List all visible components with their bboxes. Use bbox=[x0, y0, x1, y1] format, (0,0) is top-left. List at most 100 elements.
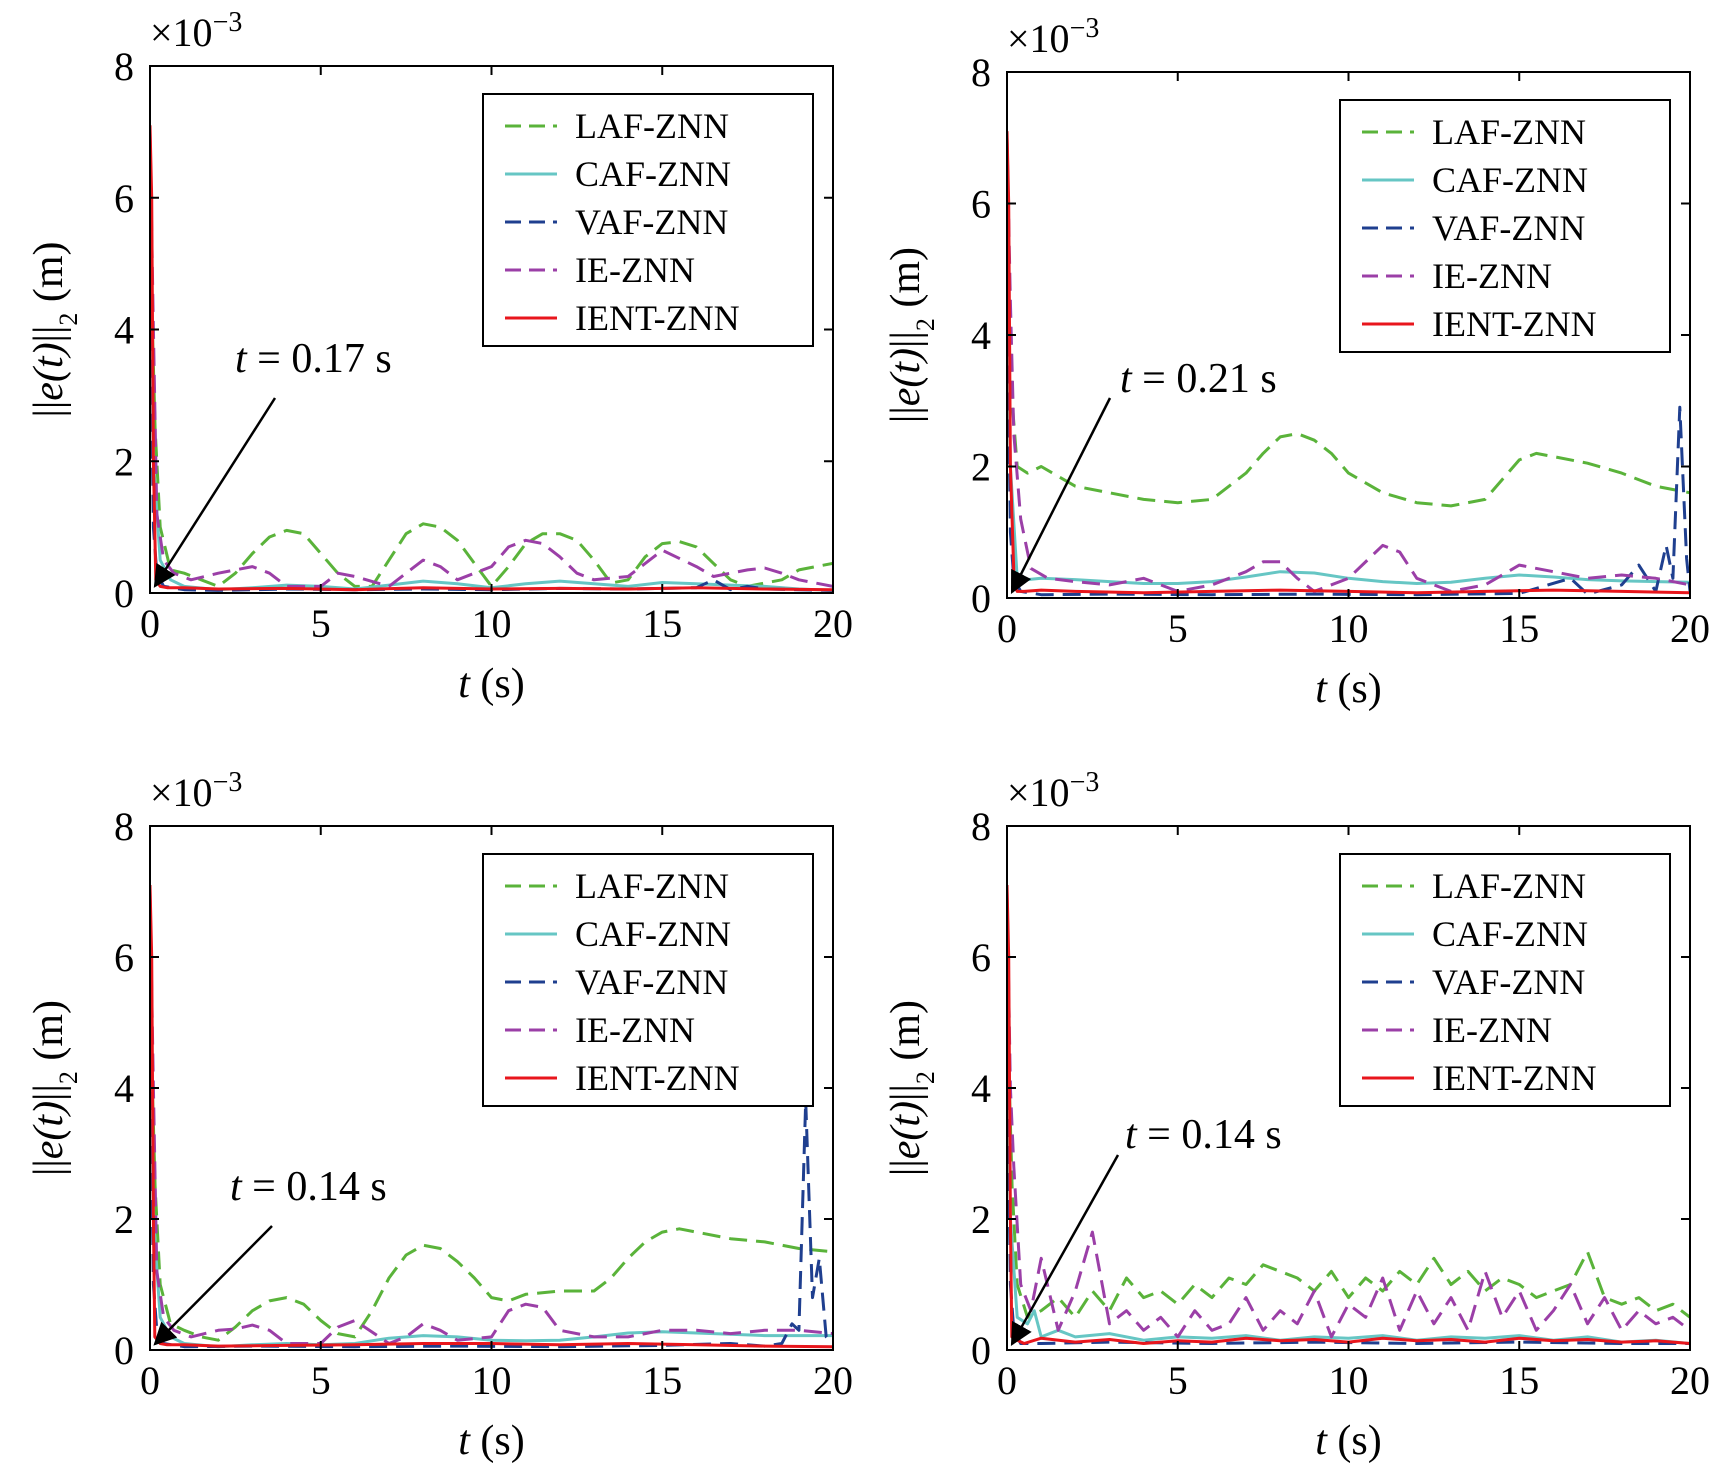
series-line-laf-znn bbox=[150, 276, 833, 588]
panel-3: 0 5 10 15 20 0 2 4 6 8 ×10−3 t (s) ||e(t)||2 (m) LAF-… bbox=[26, 767, 853, 1465]
legend-entry: LAF-ZNN bbox=[1432, 112, 1586, 152]
legend-entry: IE-ZNN bbox=[1432, 1010, 1552, 1050]
x-tick-label: 10 bbox=[1329, 606, 1369, 651]
x-tick-label: 10 bbox=[472, 601, 512, 646]
y-exponent-label: ×10−3 bbox=[150, 7, 242, 56]
x-axis-label: t (s) bbox=[1315, 666, 1382, 712]
y-tick-label: 0 bbox=[114, 571, 134, 616]
legend-box bbox=[482, 853, 814, 1107]
legend-box bbox=[482, 93, 814, 347]
x-axis-label: t (s) bbox=[1315, 1418, 1382, 1464]
series-line-ie-znn bbox=[150, 131, 833, 588]
legend-box bbox=[1339, 853, 1671, 1107]
legend-entry: VAF-ZNN bbox=[575, 202, 728, 242]
y-tick-label: 4 bbox=[971, 1066, 991, 1111]
annotation-text: t = 0.14 s bbox=[1125, 1112, 1282, 1158]
y-tick-label: 4 bbox=[971, 313, 991, 358]
y-tick-label: 6 bbox=[114, 176, 134, 221]
legend-entry: LAF-ZNN bbox=[1432, 866, 1586, 906]
x-tick-label: 10 bbox=[472, 1358, 512, 1403]
legend-entry: IE-ZNN bbox=[575, 1010, 695, 1050]
legend: LAF-ZNN CAF-ZNN VAF-ZNN IE-ZNN IENT-ZNN bbox=[1339, 853, 1671, 1107]
legend-entry: VAF-ZNN bbox=[575, 962, 728, 1002]
y-exponent-label: ×10−3 bbox=[150, 767, 242, 816]
annotation-arrow bbox=[1010, 397, 1112, 595]
x-tick-label: 5 bbox=[311, 601, 331, 646]
y-tick-label: 8 bbox=[971, 50, 991, 95]
y-tick-label: 4 bbox=[114, 308, 134, 353]
legend-entry: VAF-ZNN bbox=[1432, 962, 1585, 1002]
y-tick-label: 2 bbox=[971, 445, 991, 490]
y-axis-label: ||e(t)||2 (m) bbox=[883, 1000, 940, 1176]
x-tick-label: 10 bbox=[1329, 1358, 1369, 1403]
series-line-ient-znn bbox=[150, 884, 833, 1349]
y-tick-label: 0 bbox=[971, 576, 991, 621]
legend: LAF-ZNN CAF-ZNN VAF-ZNN IE-ZNN IENT-ZNN bbox=[482, 93, 814, 347]
x-tick-label: 5 bbox=[311, 1358, 331, 1403]
x-tick-label: 20 bbox=[813, 601, 853, 646]
y-tick-label: 2 bbox=[114, 1197, 134, 1242]
legend-entry: IENT-ZNN bbox=[1432, 304, 1597, 344]
x-tick-label: 20 bbox=[1670, 606, 1710, 651]
y-axis-label: ||e(t)||2 (m) bbox=[26, 1000, 83, 1176]
legend-entry: CAF-ZNN bbox=[575, 154, 731, 194]
legend-entry: IE-ZNN bbox=[1432, 256, 1552, 296]
x-tick-label: 20 bbox=[813, 1358, 853, 1403]
x-tick-label: 0 bbox=[140, 601, 160, 646]
y-tick-label: 8 bbox=[971, 804, 991, 849]
y-exponent-label: ×10−3 bbox=[1007, 13, 1099, 62]
annotation-arrow bbox=[1010, 1154, 1120, 1346]
y-tick-label: 0 bbox=[971, 1328, 991, 1373]
annotation-arrow bbox=[153, 1225, 273, 1346]
series-line-laf-znn bbox=[150, 1035, 833, 1342]
series-line-laf-znn bbox=[1007, 137, 1690, 508]
y-tick-label: 2 bbox=[114, 439, 134, 484]
legend-entry: CAF-ZNN bbox=[575, 914, 731, 954]
series-line-caf-znn bbox=[1007, 302, 1690, 585]
y-tick-label: 6 bbox=[971, 935, 991, 980]
series-line-ie-znn bbox=[1007, 891, 1690, 1339]
annotation-arrow bbox=[153, 397, 277, 588]
y-axis-label: ||e(t)||2 (m) bbox=[883, 247, 940, 423]
legend-entry: IENT-ZNN bbox=[575, 298, 740, 338]
x-tick-label: 15 bbox=[1499, 606, 1539, 651]
legend-entry: LAF-ZNN bbox=[575, 106, 729, 146]
y-tick-label: 4 bbox=[114, 1066, 134, 1111]
legend: LAF-ZNN CAF-ZNN VAF-ZNN IE-ZNN IENT-ZNN bbox=[482, 853, 814, 1107]
x-tick-label: 15 bbox=[642, 1358, 682, 1403]
x-tick-label: 15 bbox=[1499, 1358, 1539, 1403]
x-tick-label: 15 bbox=[642, 601, 682, 646]
legend-entry: IENT-ZNN bbox=[575, 1058, 740, 1098]
series-line-ie-znn bbox=[1007, 137, 1690, 593]
series-line-laf-znn bbox=[1007, 1035, 1690, 1319]
annotation-text: t = 0.14 s bbox=[230, 1164, 387, 1210]
x-tick-label: 5 bbox=[1168, 606, 1188, 651]
legend-entry: VAF-ZNN bbox=[1432, 208, 1585, 248]
annotation-text: t = 0.21 s bbox=[1120, 356, 1277, 402]
legend-entry: CAF-ZNN bbox=[1432, 160, 1588, 200]
panel-2: 0 5 10 15 20 0 2 4 6 8 ×10−3 t (s) ||e(t)||2 (m) LAF-… bbox=[883, 13, 1710, 713]
x-tick-label: 0 bbox=[997, 606, 1017, 651]
y-exponent-label: ×10−3 bbox=[1007, 767, 1099, 816]
y-tick-label: 8 bbox=[114, 804, 134, 849]
series-line-ie-znn bbox=[150, 891, 833, 1345]
legend-entry: IE-ZNN bbox=[575, 250, 695, 290]
x-tick-label: 0 bbox=[140, 1358, 160, 1403]
y-tick-label: 6 bbox=[114, 935, 134, 980]
legend-entry: LAF-ZNN bbox=[575, 866, 729, 906]
x-tick-label: 0 bbox=[997, 1358, 1017, 1403]
legend: LAF-ZNN CAF-ZNN VAF-ZNN IE-ZNN IENT-ZNN bbox=[1339, 99, 1671, 353]
y-tick-label: 8 bbox=[114, 44, 134, 89]
x-axis-label: t (s) bbox=[458, 661, 525, 707]
legend-entry: IENT-ZNN bbox=[1432, 1058, 1597, 1098]
series-line-ient-znn bbox=[1007, 131, 1690, 595]
y-tick-label: 2 bbox=[971, 1197, 991, 1242]
x-tick-label: 5 bbox=[1168, 1358, 1188, 1403]
annotation-text: t = 0.17 s bbox=[235, 336, 392, 382]
y-tick-label: 0 bbox=[114, 1328, 134, 1373]
y-axis-label: ||e(t)||2 (m) bbox=[26, 241, 83, 417]
legend-entry: CAF-ZNN bbox=[1432, 914, 1588, 954]
series-line-ient-znn bbox=[150, 125, 833, 592]
legend-box bbox=[1339, 99, 1671, 353]
